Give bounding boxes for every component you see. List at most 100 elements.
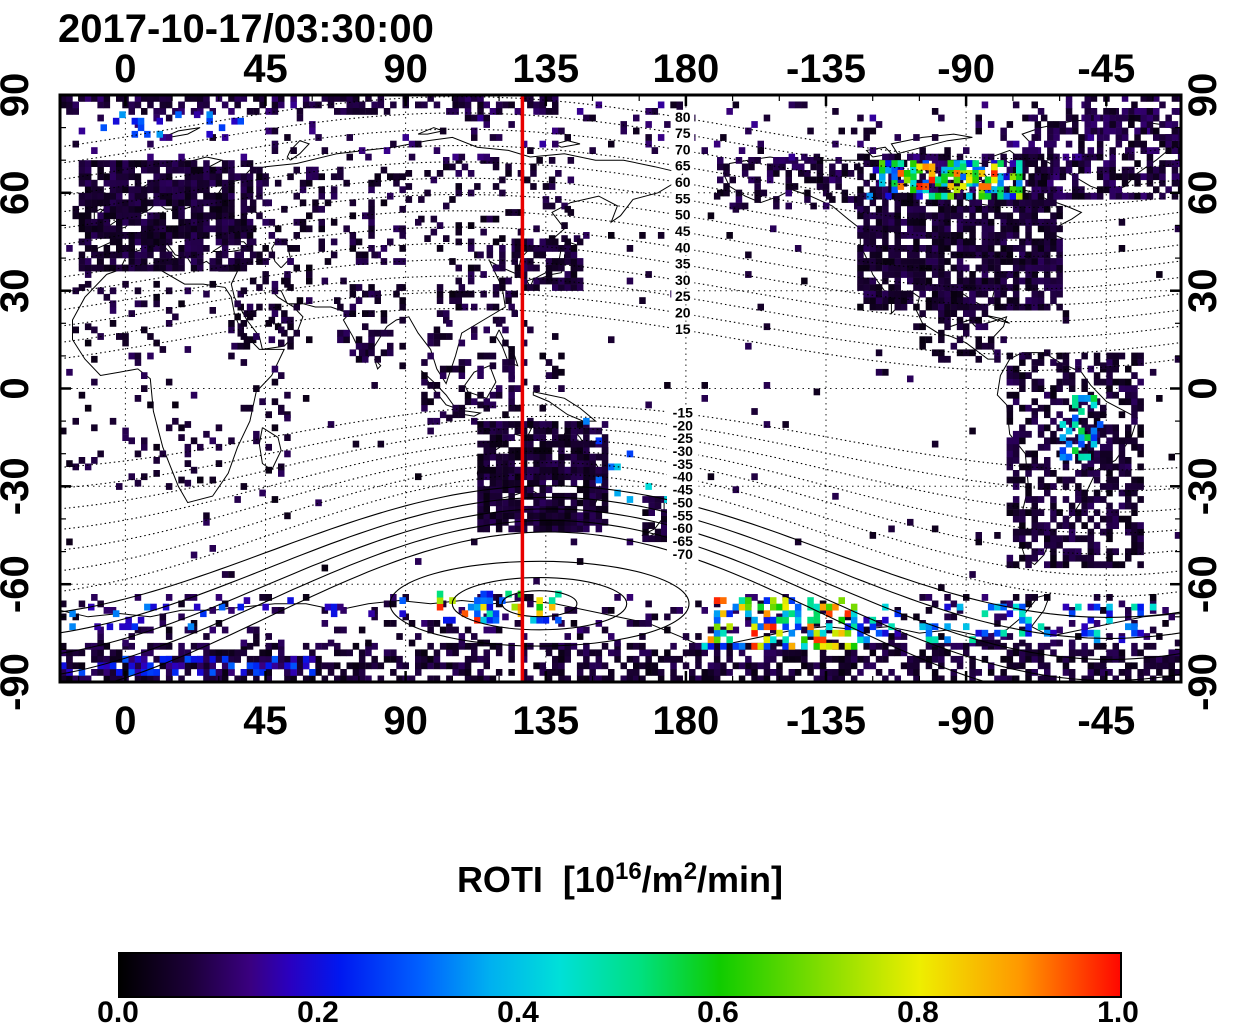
contour-label-halo [671, 240, 695, 256]
contour-label-halo [671, 305, 695, 321]
colorbar-tick-label: 0.2 [297, 996, 339, 1024]
bottom-axis-tick-label: 45 [243, 699, 288, 743]
bottom-longitude-labels: 0 45 90 135 180 -135 -90 -45 [114, 699, 1135, 743]
top-axis-tick-label: 0 [114, 47, 136, 91]
colorbar-title-prefix: ROTI [10 [456, 859, 615, 900]
top-axis-tick-label: 135 [512, 47, 579, 91]
contour-label-halo [667, 444, 699, 460]
top-axis-tick-label: -90 [937, 47, 995, 91]
right-axis-tick-label: -30 [1181, 457, 1225, 515]
contour-label: -50 [673, 494, 693, 510]
contour-label: -55 [673, 507, 693, 523]
contour-label: 60 [675, 174, 691, 190]
colorbar-title-suffix: /min] [697, 859, 784, 900]
top-axis-tick-label: 180 [653, 47, 720, 91]
right-axis-tick-label: 60 [1181, 171, 1225, 216]
top-longitude-labels: 0 45 90 135 180 -135 -90 -45 [114, 47, 1135, 91]
contour-label-halo [667, 533, 699, 549]
top-axis-tick-label: -135 [786, 47, 866, 91]
contour-label-halo [671, 207, 695, 223]
top-axis-tick-label: 90 [383, 47, 428, 91]
contour-label-halo [667, 405, 699, 421]
contour-label-halo [667, 482, 699, 498]
contour-label: 25 [675, 288, 691, 304]
bottom-axis-tick-label: -135 [786, 699, 866, 743]
contour-label: -60 [673, 520, 693, 536]
timestamp-title: 2017-10-17/03:30:00 [58, 7, 434, 51]
left-latitude-labels: 90 60 30 0 -30 -60 -90 [0, 73, 37, 711]
colorbar-tick-label: 0.8 [897, 996, 939, 1024]
colorbar-title-mid: /m [641, 859, 684, 900]
contour-label-halo [671, 224, 695, 239]
colorbar-tick-label: 0.4 [497, 996, 539, 1024]
colorbar-title: ROTI [1016/m2/min] [0, 858, 1240, 901]
contour-label: -70 [673, 546, 693, 562]
contour-label: -40 [673, 469, 693, 485]
contour-label: 30 [675, 272, 691, 288]
right-axis-tick-label: -60 [1181, 555, 1225, 613]
right-axis-tick-label: 90 [1181, 73, 1225, 118]
contour-label-halo [671, 109, 695, 125]
contour-label-halo [671, 175, 695, 191]
left-axis-tick-label: -30 [0, 457, 37, 515]
contour-label: 80 [675, 109, 691, 125]
contour-label: 40 [675, 239, 691, 255]
contour-label: 70 [675, 141, 691, 157]
contour-label-halo [671, 158, 695, 174]
contour-label: 15 [675, 321, 691, 337]
contour-label-halo [671, 191, 695, 207]
bottom-axis-tick-label: 135 [512, 699, 579, 743]
contour-label: -45 [673, 482, 693, 498]
world-map-plot: 8075706560555045403530252015-15-20-25-30… [0, 7, 1225, 743]
contour-label: 65 [675, 158, 691, 174]
colorbar-tick-label: 0.0 [97, 996, 139, 1024]
top-axis-tick-label: 45 [243, 47, 288, 91]
contour-label: -25 [673, 430, 693, 446]
contour-label-halo [671, 321, 695, 337]
contour-label-halo [671, 126, 695, 142]
contour-label-halo [671, 272, 695, 288]
bottom-axis-tick-label: -45 [1077, 699, 1135, 743]
contour-label: 75 [675, 125, 691, 141]
contour-label: -15 [673, 405, 693, 421]
colorbar-tick-label: 0.6 [697, 996, 739, 1024]
colorbar-exponent-2: 2 [683, 858, 698, 885]
left-axis-tick-label: -60 [0, 555, 37, 613]
left-axis-tick-label: 60 [0, 171, 37, 216]
axis-ticks [60, 95, 1181, 682]
contour-label: -30 [673, 443, 693, 459]
right-axis-tick-label: 0 [1181, 377, 1225, 399]
left-axis-tick-label: 30 [0, 268, 37, 313]
magnetic-latitude-contours [60, 96, 1181, 682]
contour-label: 35 [675, 256, 691, 272]
contour-label-halo [667, 456, 699, 472]
contour-label-halo [667, 521, 699, 537]
top-axis-tick-label: -45 [1077, 47, 1135, 91]
bottom-axis-tick-label: 0 [114, 699, 136, 743]
colorbar-gradient [118, 952, 1122, 998]
contour-label-halo [671, 289, 695, 305]
left-axis-tick-label: 90 [0, 73, 37, 118]
contour-label-halo [667, 431, 699, 447]
right-axis-tick-label: 30 [1181, 268, 1225, 313]
colorbar-tick-label: 1.0 [1097, 996, 1139, 1024]
right-latitude-labels: 90 60 30 0 -30 -60 -90 [1181, 73, 1225, 711]
contour-label-halo [671, 142, 695, 158]
contour-label-halo [671, 256, 695, 272]
contour-label: 45 [675, 223, 691, 239]
contour-label: -35 [673, 456, 693, 472]
contour-label-halo [667, 508, 699, 524]
contour-label-halo [667, 469, 699, 485]
contour-label: -65 [673, 533, 693, 549]
contour-label-halo [667, 546, 699, 562]
contour-label: 20 [675, 305, 691, 321]
colorbar-exponent-16: 16 [614, 858, 642, 885]
contour-label: 55 [675, 190, 691, 206]
bottom-axis-tick-label: -90 [937, 699, 995, 743]
contour-label: 50 [675, 207, 691, 223]
contour-label-halo [667, 495, 699, 511]
bottom-axis-tick-label: 180 [653, 699, 720, 743]
left-axis-tick-label: -90 [0, 653, 37, 711]
